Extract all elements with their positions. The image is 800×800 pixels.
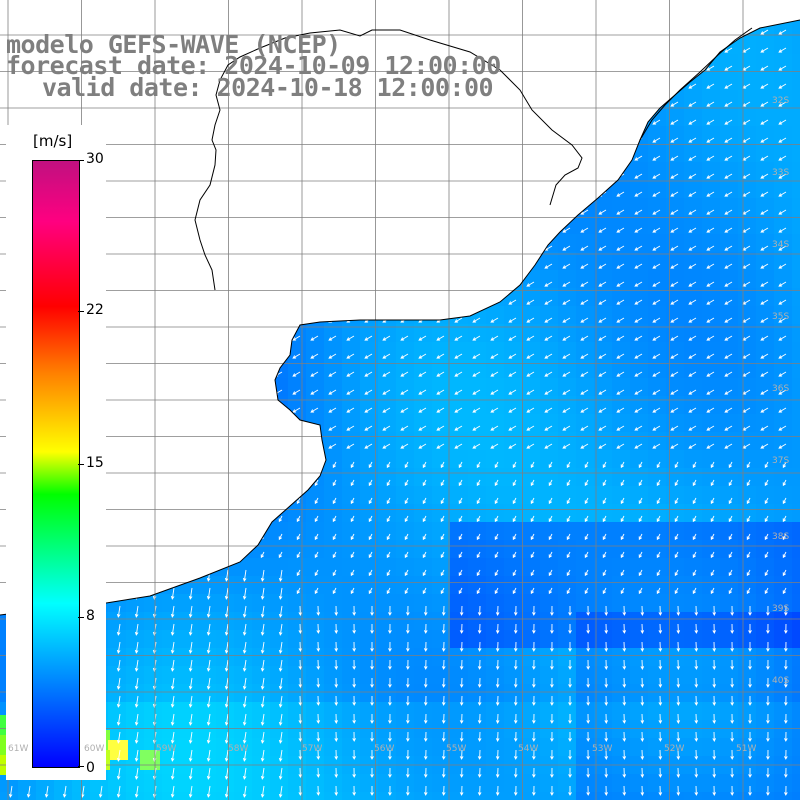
colorbar-unit: [m/s]	[33, 132, 73, 150]
lon-label: 53W	[592, 744, 613, 754]
forecast-date: forecast date: 2024-10-09 12:00:00	[6, 51, 501, 80]
colorbar-tickmark	[78, 464, 84, 465]
lon-label: 54W	[518, 744, 539, 754]
colorbar-tick-0: 0	[86, 760, 95, 776]
lat-label: 35S	[772, 312, 790, 322]
country-border	[194, 29, 583, 291]
lagoon-outline	[639, 27, 753, 141]
colorbar	[32, 160, 80, 768]
lat-label: 40S	[772, 676, 790, 686]
lon-label: 59W	[156, 744, 177, 754]
lon-label: 56W	[374, 744, 395, 754]
lat-label: 39S	[772, 604, 790, 614]
lon-label: 52W	[664, 744, 685, 754]
lon-label: 61W	[8, 744, 29, 754]
colorbar-tickmark	[78, 160, 84, 161]
colorbar-tick-15: 15	[86, 455, 104, 471]
lat-label: 37S	[772, 456, 790, 466]
colorbar-tickmark	[78, 311, 84, 312]
colorbar-tick-30: 30	[86, 151, 104, 167]
colorbar-tickmark	[78, 617, 84, 618]
lon-label: 58W	[228, 744, 249, 754]
colorbar-tickmark	[78, 766, 84, 767]
lat-label: 32S	[772, 96, 790, 106]
lon-label: 60W	[84, 744, 105, 754]
lon-label: 57W	[302, 744, 323, 754]
colorbar-tick-8: 8	[86, 608, 95, 624]
model-title: modelo GEFS-WAVE (NCEP)	[6, 30, 341, 59]
valid-date: valid date: 2024-10-18 12:00:00	[42, 73, 494, 102]
lon-label: 51W	[736, 744, 757, 754]
lat-label: 33S	[772, 168, 790, 178]
lat-label: 34S	[772, 240, 790, 250]
lat-label: 36S	[772, 384, 790, 394]
colorbar-tick-22: 22	[86, 302, 104, 318]
lat-label: 38S	[772, 532, 790, 542]
coastline	[0, 19, 800, 616]
lon-label: 55W	[446, 744, 467, 754]
